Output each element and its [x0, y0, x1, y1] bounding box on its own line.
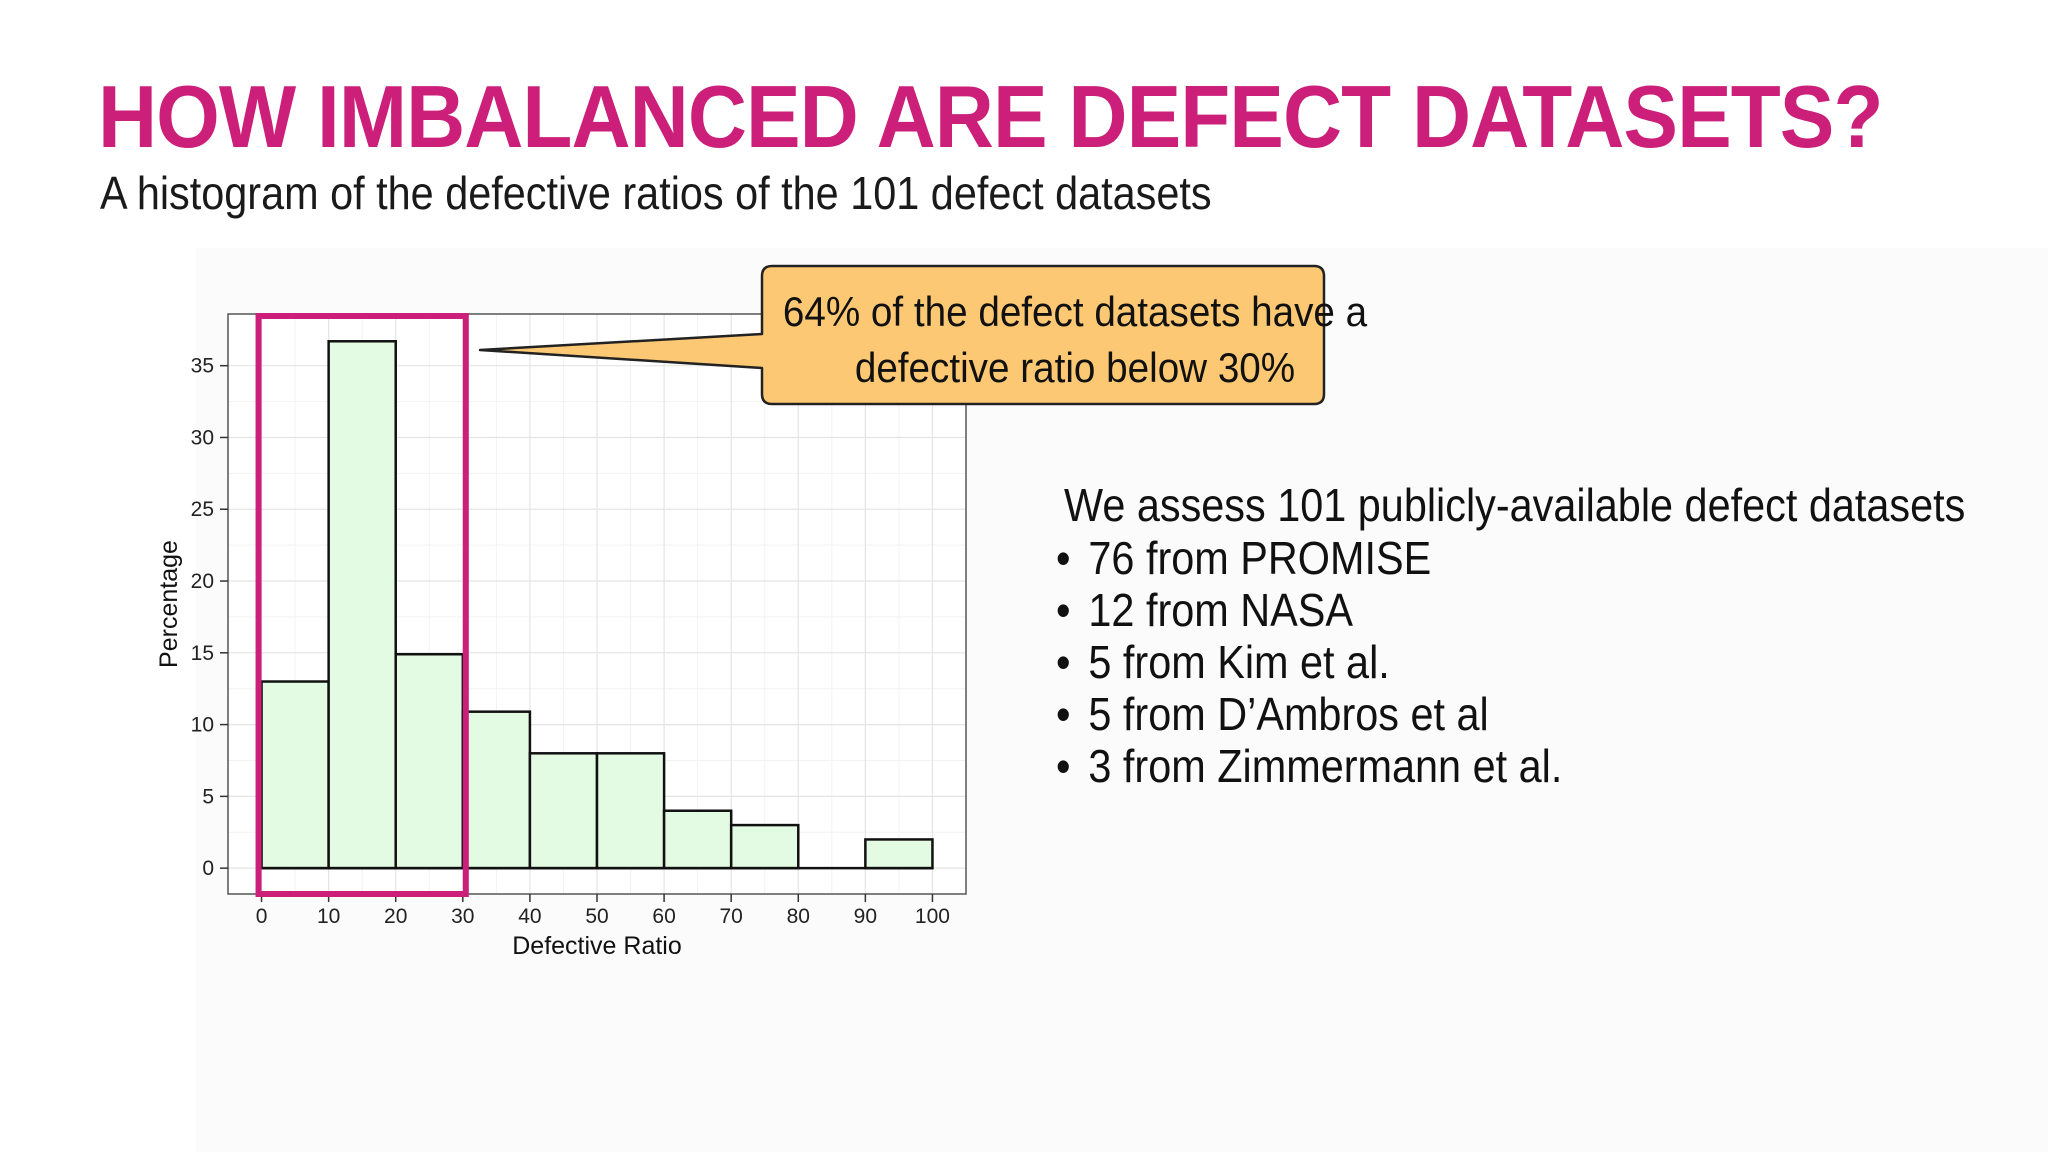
bullet-dot-icon: • — [1056, 584, 1071, 636]
x-tick-label: 100 — [915, 905, 950, 928]
bullet-dot-icon: • — [1056, 636, 1071, 688]
y-tick-label: 35 — [191, 355, 214, 378]
highlight-box — [255, 313, 469, 897]
x-tick-label: 10 — [317, 905, 340, 928]
histogram-bar — [729, 823, 800, 870]
datasets-intro: We assess 101 publicly-available defect … — [1064, 479, 1966, 531]
y-tick-label: 20 — [191, 570, 214, 593]
histogram-bar — [864, 838, 934, 870]
y-tick-label: 30 — [191, 426, 214, 449]
x-tick-label: 40 — [518, 905, 541, 928]
bullet-text: 5 from Kim et al. — [1088, 636, 1390, 688]
histogram-bar — [461, 710, 532, 870]
bullet-text: 3 from Zimmermann et al. — [1088, 740, 1563, 792]
x-tick-label: 90 — [854, 905, 877, 928]
x-tick-label: 20 — [384, 905, 407, 928]
callout-line-1: 64% of the defect datasets have a — [782, 288, 1368, 335]
bullet-dot-icon: • — [1056, 532, 1071, 584]
histogram-bar — [662, 809, 733, 870]
callout-text: 64% of the defect datasets have a defect… — [776, 284, 1374, 396]
x-tick-label: 50 — [585, 905, 608, 928]
x-tick-label: 30 — [451, 905, 474, 928]
bullet-text: 76 from PROMISE — [1088, 532, 1432, 584]
histogram-bar — [260, 680, 330, 870]
slide-subtitle: A histogram of the defective ratios of t… — [100, 167, 1212, 219]
x-axis-title: Defective Ratio — [512, 932, 682, 960]
callout-line-2: defective ratio below 30% — [854, 344, 1296, 391]
bullet-item: • 12 from NASA — [1056, 584, 1562, 636]
bullet-text: 12 from NASA — [1088, 584, 1353, 636]
y-tick-label: 25 — [191, 498, 214, 521]
bullet-item: • 76 from PROMISE — [1056, 532, 1562, 584]
slide-title: HOW IMBALANCED ARE DEFECT DATASETS? — [98, 67, 1883, 166]
y-tick-label: 5 — [202, 785, 214, 808]
bullet-item: • 5 from Kim et al. — [1056, 636, 1562, 688]
histogram-bar — [595, 752, 666, 870]
bullet-dot-icon: • — [1056, 688, 1071, 740]
x-tick-label: 70 — [720, 905, 743, 928]
y-tick-label: 15 — [191, 642, 214, 665]
histogram-bar — [394, 652, 465, 870]
x-tick-label: 80 — [787, 905, 810, 928]
bullet-dot-icon: • — [1056, 740, 1071, 792]
bullet-item: • 3 from Zimmermann et al. — [1056, 740, 1562, 792]
histogram-bar — [327, 340, 397, 870]
x-tick-label: 60 — [652, 905, 675, 928]
bullet-item: • 5 from D’Ambros et al — [1056, 688, 1562, 740]
histogram-bar — [528, 752, 599, 870]
y-axis-title: Percentage — [155, 540, 183, 668]
y-tick-label: 10 — [191, 714, 214, 737]
x-tick-label: 0 — [256, 905, 268, 928]
bullet-text: 5 from D’Ambros et al — [1088, 688, 1489, 740]
callout-bubble — [478, 264, 1326, 406]
datasets-bullet-list: • 76 from PROMISE • 12 from NASA • 5 from Kim… — [1056, 532, 1619, 792]
y-tick-label: 0 — [202, 857, 214, 880]
